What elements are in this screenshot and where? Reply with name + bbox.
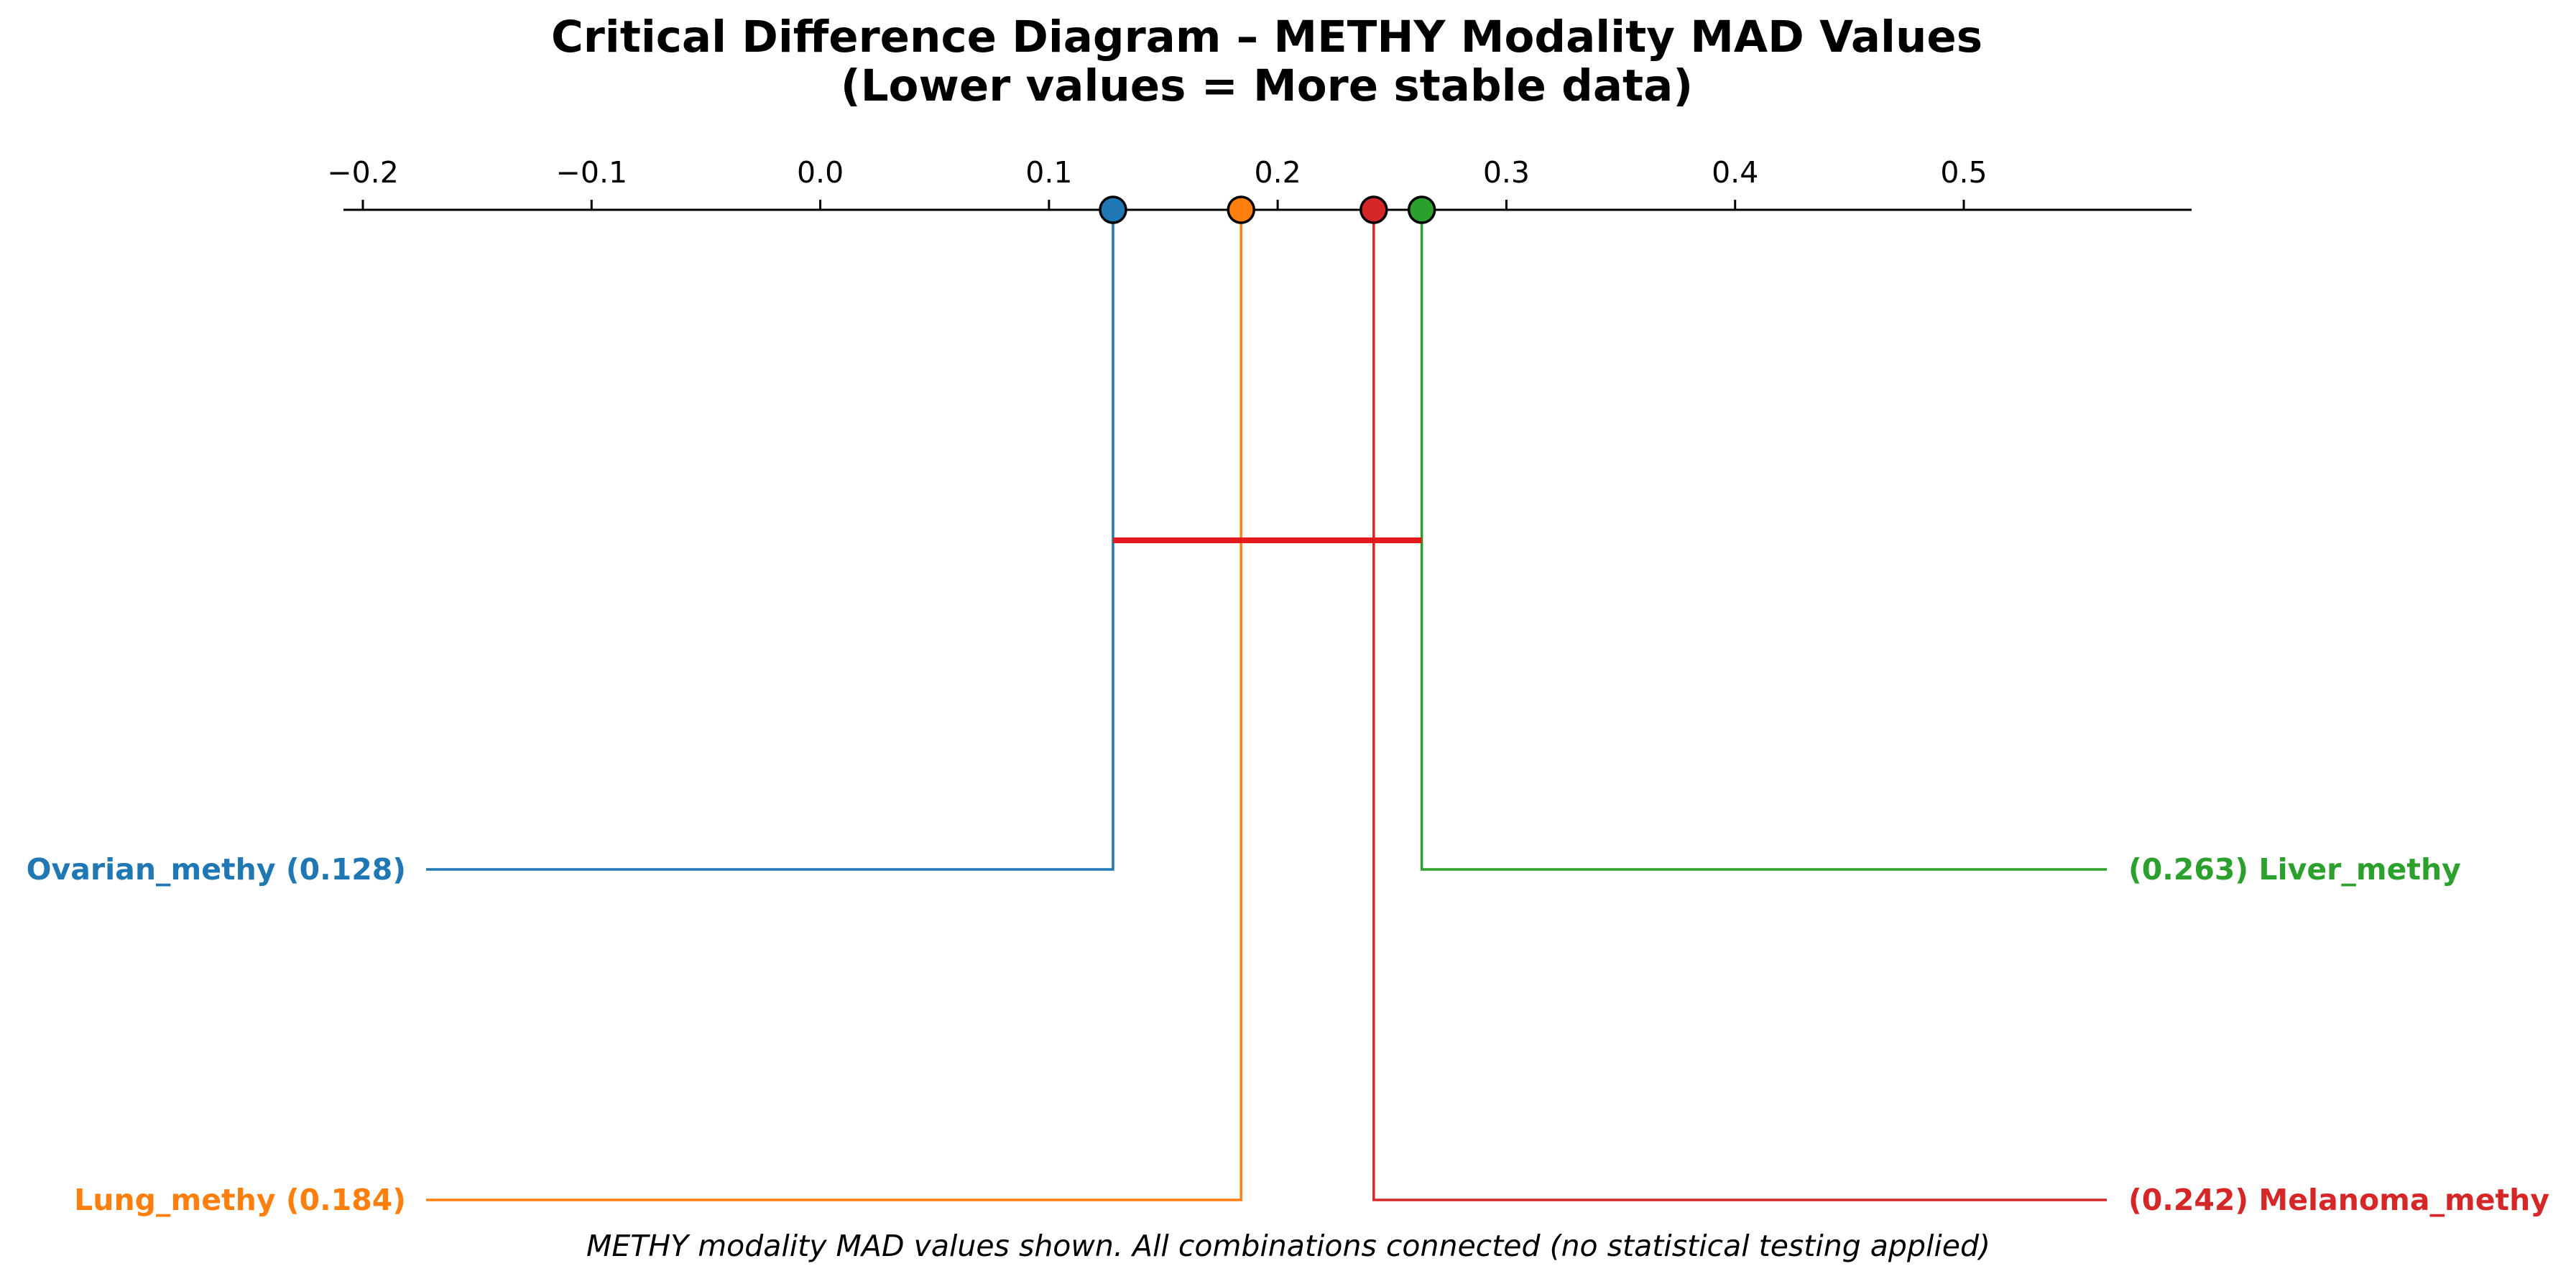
axis-tick-label: 0.0 <box>797 155 844 190</box>
series-marker <box>1407 195 1436 224</box>
series-markers <box>1099 195 1436 224</box>
axis-tick-label: 0.4 <box>1712 155 1758 190</box>
axis-tick-label: 0.5 <box>1940 155 1987 190</box>
series-marker <box>1099 195 1127 224</box>
series-label: (0.263) Liver_methy <box>2128 852 2461 887</box>
axis-tick-label: 0.1 <box>1025 155 1072 190</box>
axis-ticks: −0.2 −0.1 0.0 0.1 0.2 0.3 0.4 0.5 <box>327 155 1988 210</box>
series-connector <box>1420 210 2107 871</box>
series-labels: Ovarian_methy (0.128) Lung_methy (0.184) (… <box>27 852 2549 1217</box>
chart-title-line1: Critical Difference Diagram – METHY Moda… <box>551 11 1982 63</box>
series-connector <box>1372 210 2107 1201</box>
series-label: Ovarian_methy (0.128) <box>27 852 406 887</box>
axis-tick-label: −0.1 <box>556 155 628 190</box>
chart-footnote: METHY modality MAD values shown. All com… <box>586 1229 1990 1263</box>
axis-tick-label: 0.3 <box>1483 155 1530 190</box>
series-connector <box>426 210 1114 871</box>
series-marker <box>1227 195 1255 224</box>
series-marker <box>1359 195 1388 224</box>
series-connector <box>426 210 1242 1201</box>
axis-tick-label: −0.2 <box>327 155 399 190</box>
series-connectors <box>426 210 2107 1201</box>
series-label: Lung_methy (0.184) <box>74 1183 406 1217</box>
chart-title-line2: (Lower values = More stable data) <box>841 60 1693 111</box>
axis-tick-label: 0.2 <box>1255 155 1301 190</box>
series-label: (0.242) Melanoma_methy <box>2128 1183 2549 1217</box>
